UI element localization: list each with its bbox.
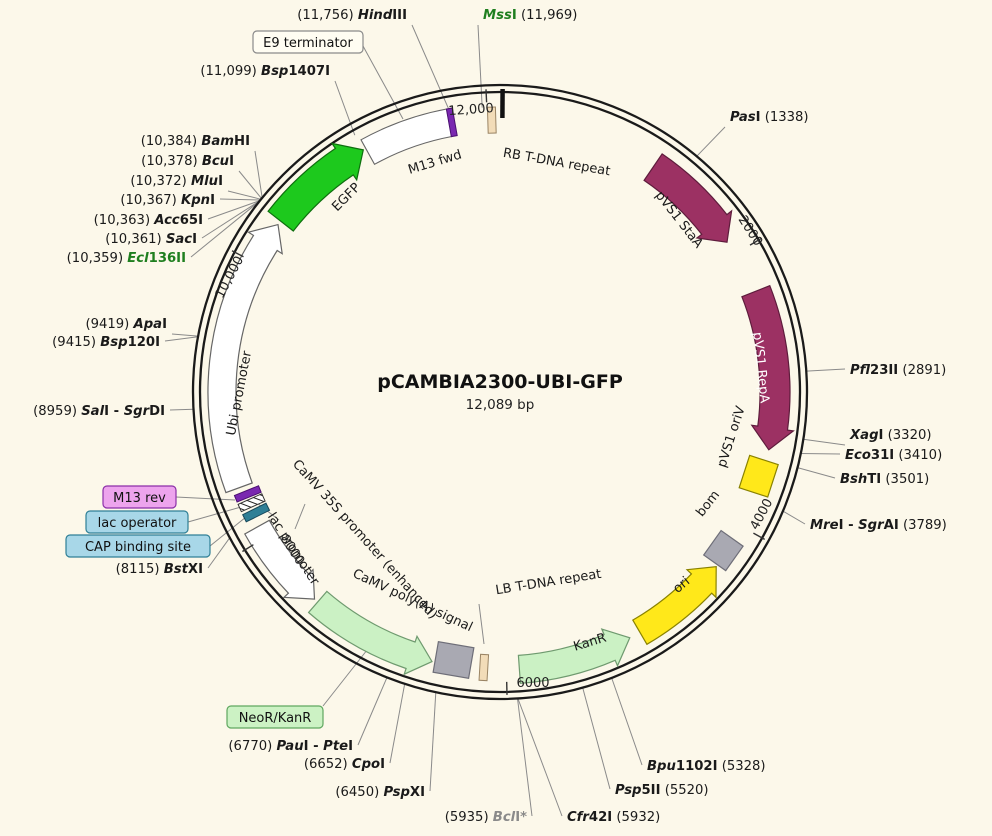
tick-label-6000: 6000 <box>516 676 549 691</box>
enzyme-label-cpoi[interactable]: (6652) CpoI <box>304 757 385 772</box>
enzyme-label-bsp1407i[interactable]: (11,099) Bsp1407I <box>200 64 330 79</box>
tick-label-12000: 12,000 <box>448 101 494 119</box>
boxed-label-m13-rev[interactable]: M13 rev <box>103 486 176 508</box>
boxed-label-e9-terminator[interactable]: E9 terminator <box>253 31 363 53</box>
boxed-label-neor-kanr[interactable]: NeoR/KanR <box>227 706 323 728</box>
feature-lb-tdna[interactable] <box>479 654 489 680</box>
enzyme-label-eco31i[interactable]: Eco31I (3410) <box>845 448 942 463</box>
feature-camv-polya[interactable] <box>433 642 474 679</box>
enzyme-label-acc65i[interactable]: (10,363) Acc65I <box>94 213 203 228</box>
enzyme-label-xagi[interactable]: XagI (3320) <box>849 428 932 443</box>
enzyme-label-bpu1102i[interactable]: Bpu1102I (5328) <box>647 759 766 774</box>
enzyme-label-bamhi[interactable]: (10,384) BamHI <box>141 134 250 149</box>
enzyme-label-apai[interactable]: (9419) ApaI <box>85 317 167 332</box>
enzyme-label-bcui[interactable]: (10,378) BcuI <box>141 154 234 169</box>
enzyme-label-cfr42i[interactable]: Cfr42I (5932) <box>567 810 660 825</box>
boxed-label-cap-site[interactable]: CAP binding site <box>66 535 210 557</box>
enzyme-label-hindiii[interactable]: (11,756) HindIII <box>297 8 407 23</box>
boxed-label-lac-operator[interactable]: lac operator <box>86 511 188 533</box>
enzyme-label-bcli[interactable]: (5935) BclI* <box>445 810 527 825</box>
enzyme-label-mlui[interactable]: (10,372) MluI <box>130 174 223 189</box>
enzyme-label-mrei-sgrai[interactable]: MreI - SgrAI (3789) <box>810 518 947 533</box>
enzyme-label-ecl136ii[interactable]: (10,359) Ecl136II <box>67 251 186 266</box>
enzyme-label-pfl23ii[interactable]: Pfl23II (2891) <box>850 363 946 378</box>
enzyme-label-mssi[interactable]: MssI (11,969) <box>483 8 577 23</box>
enzyme-label-paui-ptei[interactable]: (6770) PauI - PteI <box>228 739 353 754</box>
boxed-label-text-neor-kanr[interactable]: NeoR/KanR <box>239 711 312 726</box>
plasmid-size: 12,089 bp <box>466 397 535 413</box>
enzyme-label-saci[interactable]: (10,361) SacI <box>105 232 197 247</box>
enzyme-label-pspxi[interactable]: (6450) PspXI <box>335 785 425 800</box>
plasmid-title: pCAMBIA2300-UBI-GFP <box>377 371 623 393</box>
enzyme-label-kpni[interactable]: (10,367) KpnI <box>120 193 215 208</box>
boxed-label-text-m13-rev[interactable]: M13 rev <box>113 491 166 506</box>
boxed-label-text-lac-operator[interactable]: lac operator <box>98 516 177 531</box>
boxed-label-text-cap-site[interactable]: CAP binding site <box>85 540 191 555</box>
enzyme-label-psp5ii[interactable]: Psp5II (5520) <box>615 783 709 798</box>
enzyme-label-sali-sgrdi[interactable]: (8959) SalI - SgrDI <box>33 404 165 419</box>
enzyme-label-bstxi[interactable]: (8115) BstXI <box>116 562 203 577</box>
boxed-label-text-e9-terminator[interactable]: E9 terminator <box>263 36 353 51</box>
enzyme-label-pasi[interactable]: PasI (1338) <box>730 110 809 125</box>
enzyme-label-bshti[interactable]: BshTI (3501) <box>840 472 929 487</box>
enzyme-label-bsp120i[interactable]: (9415) Bsp120I <box>52 335 160 350</box>
